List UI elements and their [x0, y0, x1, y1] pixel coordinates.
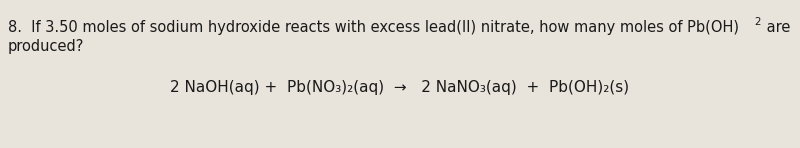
Text: 2 NaOH(aq) +  Pb(NO₃)₂(aq)  →   2 NaNO₃(aq)  +  Pb(OH)₂(s): 2 NaOH(aq) + Pb(NO₃)₂(aq) → 2 NaNO₃(aq) …	[170, 80, 630, 95]
Text: are: are	[762, 20, 790, 35]
Text: 2: 2	[754, 17, 760, 27]
Text: produced?: produced?	[8, 39, 84, 54]
Text: 8.  If 3.50 moles of sodium hydroxide reacts with excess lead(II) nitrate, how m: 8. If 3.50 moles of sodium hydroxide rea…	[8, 20, 739, 35]
